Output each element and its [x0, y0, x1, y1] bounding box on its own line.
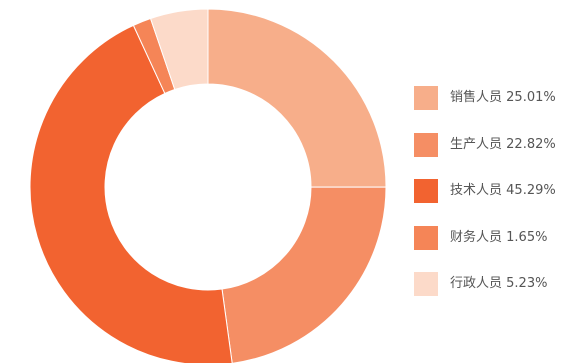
- legend-label-technical-value: 45.29%: [506, 183, 556, 198]
- legend-label-technical: 技术人员 45.29%: [450, 179, 556, 203]
- legend-label-admin: 行政人员 5.23%: [450, 272, 547, 296]
- donut-slices: [29, 8, 387, 363]
- slice-production[interactable]: [221, 186, 387, 363]
- legend-item-sales[interactable]: 销售人员 25.01%: [414, 86, 573, 110]
- legend-item-admin[interactable]: 行政人员 5.23%: [414, 272, 573, 296]
- legend-label-admin-value: 5.23%: [506, 276, 548, 291]
- legend-label-sales: 销售人员 25.01%: [450, 86, 556, 110]
- legend-label-production-value: 22.82%: [506, 136, 556, 152]
- legend-item-finance[interactable]: 财务人员 1.65%: [414, 225, 573, 250]
- slice-technical[interactable]: [29, 24, 233, 363]
- legend-label-technical-name: 技术人员: [450, 183, 503, 198]
- legend-label-sales-value: 25.01%: [506, 90, 556, 105]
- legend-swatch-production: [414, 132, 438, 157]
- legend-label-finance: 财务人员 1.65%: [450, 226, 547, 250]
- legend-label-finance-value: 1.65%: [506, 229, 548, 245]
- slice-sales[interactable]: [207, 8, 387, 188]
- legend-swatch-sales: [414, 86, 438, 110]
- legend-label-production-name: 生产人员: [450, 136, 503, 152]
- chart-legend: 销售人员 25.01% 生产人员 22.82% 技术人员 45.29% 财务人员…: [414, 86, 573, 319]
- legend-label-production: 生产人员 22.82%: [450, 133, 556, 157]
- legend-swatch-technical: [414, 179, 438, 203]
- legend-label-finance-name: 财务人员: [450, 229, 503, 245]
- legend-item-production[interactable]: 生产人员 22.82%: [414, 132, 573, 157]
- legend-swatch-finance: [414, 225, 438, 250]
- legend-label-sales-name: 销售人员: [450, 90, 503, 105]
- legend-label-admin-name: 行政人员: [450, 276, 503, 291]
- legend-swatch-admin: [414, 272, 438, 296]
- slice-admin[interactable]: [149, 8, 209, 91]
- legend-item-technical[interactable]: 技术人员 45.29%: [414, 179, 573, 203]
